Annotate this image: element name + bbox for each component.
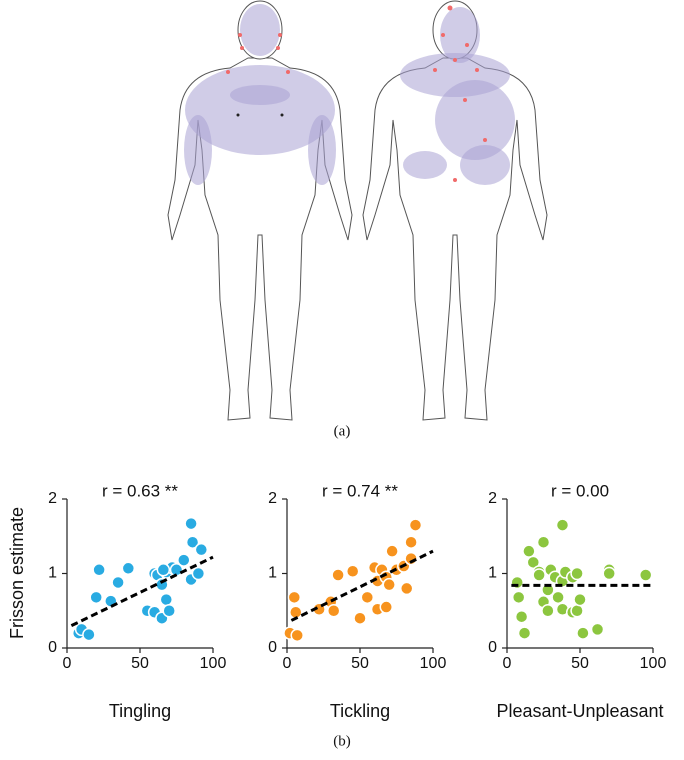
point: [289, 605, 303, 619]
panel-label: (b): [333, 733, 351, 749]
point: [638, 568, 653, 582]
point: [536, 535, 551, 549]
point: [345, 564, 360, 579]
y-tick-label: 1: [488, 565, 497, 582]
y-tick-label: 0: [268, 639, 277, 656]
trend-line: [290, 549, 434, 622]
point: [517, 626, 532, 640]
point: [382, 577, 396, 592]
x-tick-label: 100: [420, 655, 447, 672]
point: [379, 600, 394, 614]
y-tick-label: 1: [268, 565, 277, 582]
x-tick-label: 50: [571, 655, 589, 672]
y-tick-label: 2: [48, 490, 57, 507]
y-tick-label: 0: [48, 639, 57, 656]
point: [404, 535, 418, 549]
point: [156, 563, 171, 577]
y-tick-label: 0: [488, 639, 497, 656]
point: [89, 590, 103, 605]
x-axis-label: Tingling: [109, 701, 171, 721]
point: [194, 542, 209, 557]
y-tick-label: 2: [268, 490, 277, 507]
point: [514, 609, 529, 624]
point: [526, 555, 541, 570]
point: [408, 518, 423, 532]
point: [82, 627, 96, 642]
point: [92, 563, 106, 577]
trend-line: [70, 555, 214, 628]
x-tick-label: 0: [63, 655, 72, 672]
point: [399, 581, 414, 596]
x-tick-label: 100: [200, 655, 227, 672]
point: [353, 611, 367, 625]
point: [590, 622, 605, 637]
annotation: r = 0.63 **: [102, 481, 178, 500]
point: [385, 544, 399, 558]
point: [573, 592, 587, 607]
point: [551, 590, 565, 605]
point: [522, 544, 536, 558]
x-axis-label: Tickling: [330, 701, 390, 721]
point: [511, 590, 526, 605]
point: [576, 626, 590, 640]
point: [159, 592, 174, 607]
y-axis-label: Frisson estimate: [7, 507, 27, 639]
point: [331, 568, 345, 582]
x-tick-label: 50: [131, 655, 149, 672]
point: [290, 628, 304, 643]
x-tick-label: 0: [283, 655, 292, 672]
point: [185, 535, 200, 549]
point: [121, 561, 136, 576]
point: [360, 590, 375, 605]
annotation: r = 0.00: [551, 481, 609, 500]
point: [602, 566, 616, 581]
body-front: [167, 0, 353, 421]
point: [111, 575, 125, 590]
point: [532, 568, 546, 582]
point: [177, 553, 191, 567]
point: [287, 590, 302, 605]
body-back: [362, 0, 548, 421]
point: [541, 604, 555, 618]
point: [570, 604, 584, 618]
x-tick-label: 50: [351, 655, 369, 672]
x-axis-label: Pleasant-Unpleasant: [496, 701, 663, 721]
x-tick-label: 0: [503, 655, 512, 672]
annotation: r = 0.74 **: [322, 481, 398, 500]
x-tick-label: 100: [640, 655, 667, 672]
y-tick-label: 2: [488, 490, 497, 507]
point: [162, 604, 176, 618]
point: [570, 566, 584, 581]
point: [184, 516, 198, 531]
y-tick-label: 1: [48, 565, 57, 582]
panel-label: (a): [334, 423, 351, 439]
point: [555, 518, 570, 532]
point: [191, 566, 206, 581]
point: [326, 604, 341, 618]
